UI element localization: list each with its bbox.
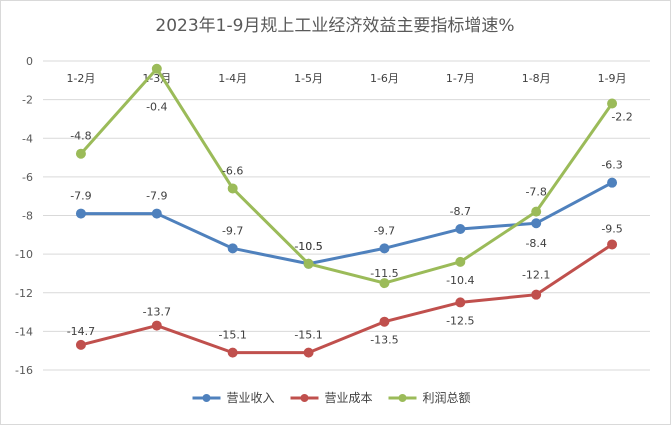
y-tick-label: -6 [22,171,33,184]
data-point [75,339,86,350]
x-tick-label: 1-7月 [446,72,475,85]
data-point [607,239,618,250]
data-point [455,224,466,235]
data-label: -7.9 [146,190,167,203]
data-label: -10.5 [294,240,322,253]
legend-label: 营业收入 [227,391,275,405]
data-point [227,183,238,194]
data-label: -14.7 [67,325,95,338]
data-label: -0.4 [146,101,167,114]
data-label: -6.6 [222,164,243,177]
legend-item: 营业成本 [290,391,373,405]
legend: 营业收入 营业成本 利润总额 [192,391,471,405]
data-point [379,243,390,254]
data-point [379,278,390,289]
data-label: -10.5 [294,240,322,253]
data-point [151,208,162,219]
legend-item: 利润总额 [388,391,471,405]
x-tick-label: 1-4月 [218,72,247,85]
data-label: -12.1 [522,269,550,282]
series-line [79,181,614,266]
data-label: -2.2 [611,110,632,123]
data-label: -9.5 [601,222,622,235]
data-point [455,297,466,308]
series-line [79,242,614,355]
data-point [151,63,162,74]
y-tick-label: -10 [15,248,33,261]
y-axis: 0 -2 -4 -6 -8 -10 -12 -14 -16 [15,55,33,377]
data-label: -15.1 [218,329,246,342]
data-label: -4.8 [70,130,91,143]
legend-swatch-marker [202,394,211,402]
data-point [303,258,314,269]
data-point [303,347,314,358]
data-label: -13.7 [143,306,171,319]
data-point [227,347,238,358]
data-label: -9.7 [374,224,395,237]
data-labels: -7.9 -7.9 -9.7 -10.5 -9.7 -8.7 -8.4 -6.3 -14.7 -1… [67,101,633,347]
legend-label: 营业成本 [325,391,373,405]
series-line [79,67,614,285]
x-tick-label: 1-8月 [522,72,551,85]
data-label: -12.5 [446,314,474,327]
y-tick-label: -14 [15,325,33,338]
x-tick-label: 1-2月 [66,72,95,85]
data-point [455,256,466,267]
data-point [531,218,542,229]
y-tick-label: -8 [22,210,33,223]
y-tick-label: -12 [15,287,33,300]
data-label: -7.9 [70,190,91,203]
y-tick-label: 0 [26,55,33,68]
data-label: -9.7 [222,224,243,237]
data-point [151,320,162,331]
y-tick-label: -2 [22,94,33,107]
data-point [607,177,618,188]
data-label: -6.3 [601,159,622,172]
data-point [531,206,542,217]
x-tick-label: 1-5月 [294,72,323,85]
y-tick-label: -4 [22,132,33,145]
gridlines [43,60,650,371]
legend-item: 营业收入 [192,391,275,405]
legend-swatch-marker [398,394,407,402]
data-label: -11.5 [370,267,398,280]
x-tick-label: 1-9月 [598,72,627,85]
legend-label: 利润总额 [423,391,471,405]
legend-swatch-marker [300,394,309,402]
y-tick-label: -16 [15,364,33,377]
data-point [75,148,86,159]
data-label: -7.8 [525,186,546,199]
data-point [531,289,542,300]
x-tick-label: 1-6月 [370,72,399,85]
data-point [379,316,390,327]
data-point [227,243,238,254]
series-layer [75,63,618,358]
data-label: -8.7 [450,205,471,218]
chart-title: 2023年1-9月规上工业经济效益主要指标增速% [155,16,514,36]
data-label: -10.4 [446,274,474,287]
data-label: -15.1 [294,329,322,342]
data-point [607,98,618,109]
data-label: -13.5 [370,334,398,347]
data-point [75,208,86,219]
data-label: -8.4 [525,237,546,250]
